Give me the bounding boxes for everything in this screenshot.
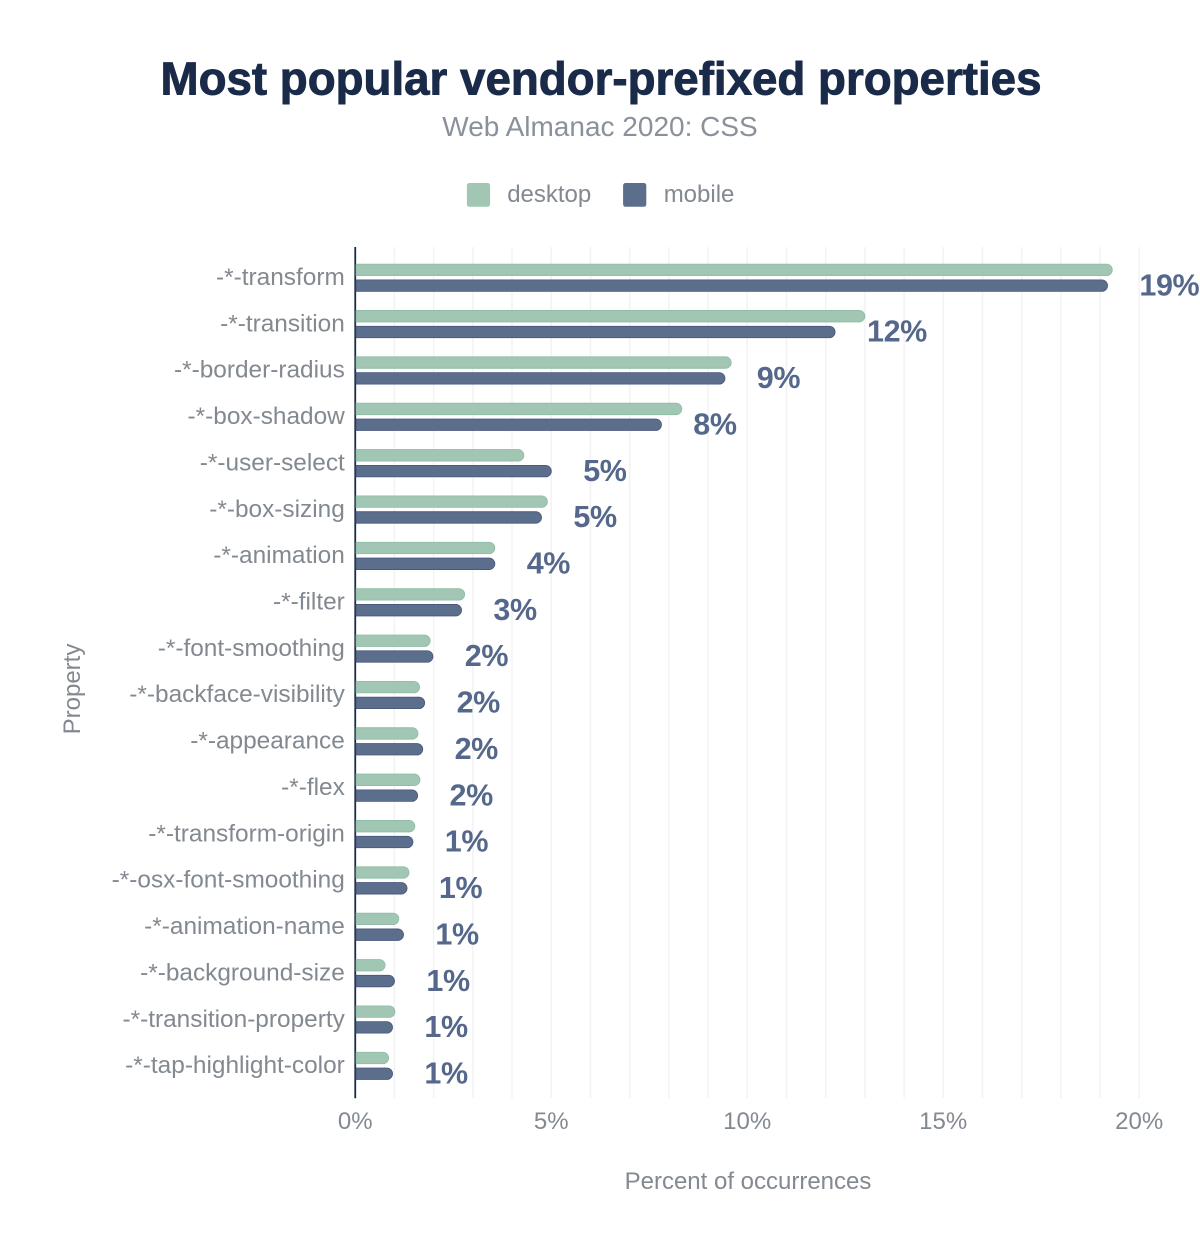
svg-text:-*-tap-highlight-color: -*-tap-highlight-color bbox=[125, 1052, 345, 1079]
svg-text:-*-transform-origin: -*-transform-origin bbox=[148, 820, 345, 847]
svg-text:12%: 12% bbox=[867, 315, 927, 349]
svg-text:-*-osx-font-smoothing: -*-osx-font-smoothing bbox=[112, 867, 345, 894]
svg-text:5%: 5% bbox=[583, 454, 627, 488]
svg-text:-*-box-shadow: -*-box-shadow bbox=[188, 403, 346, 430]
svg-text:9%: 9% bbox=[757, 361, 801, 395]
svg-text:1%: 1% bbox=[424, 1010, 468, 1044]
svg-text:15%: 15% bbox=[919, 1108, 967, 1135]
svg-text:-*-border-radius: -*-border-radius bbox=[174, 357, 345, 384]
svg-text:5%: 5% bbox=[534, 1108, 569, 1135]
svg-text:-*-box-sizing: -*-box-sizing bbox=[209, 496, 345, 523]
svg-text:-*-transform: -*-transform bbox=[216, 264, 345, 291]
svg-text:4%: 4% bbox=[527, 547, 571, 581]
svg-text:desktop: desktop bbox=[507, 181, 591, 208]
svg-text:19%: 19% bbox=[1139, 268, 1199, 302]
svg-text:Web Almanac 2020: CSS: Web Almanac 2020: CSS bbox=[442, 111, 757, 142]
svg-text:-*-animation-name: -*-animation-name bbox=[144, 913, 345, 940]
svg-text:1%: 1% bbox=[435, 917, 479, 951]
svg-text:0%: 0% bbox=[338, 1108, 373, 1135]
svg-text:Property: Property bbox=[59, 644, 86, 735]
svg-text:3%: 3% bbox=[493, 593, 537, 627]
svg-text:-*-animation: -*-animation bbox=[213, 542, 345, 569]
svg-text:-*-transition-property: -*-transition-property bbox=[122, 1006, 345, 1033]
svg-text:1%: 1% bbox=[439, 871, 483, 905]
svg-text:-*-filter: -*-filter bbox=[273, 589, 345, 616]
svg-text:-*-transition: -*-transition bbox=[220, 310, 345, 337]
svg-text:20%: 20% bbox=[1115, 1108, 1163, 1135]
svg-text:Percent of occurrences: Percent of occurrences bbox=[625, 1168, 872, 1195]
svg-text:2%: 2% bbox=[455, 732, 499, 766]
svg-text:2%: 2% bbox=[465, 639, 509, 673]
svg-text:mobile: mobile bbox=[664, 181, 735, 208]
svg-text:-*-user-select: -*-user-select bbox=[200, 449, 345, 476]
svg-text:-*-appearance: -*-appearance bbox=[190, 728, 345, 755]
svg-text:10%: 10% bbox=[723, 1108, 771, 1135]
svg-text:-*-flex: -*-flex bbox=[281, 774, 345, 801]
svg-text:5%: 5% bbox=[573, 500, 617, 534]
svg-text:8%: 8% bbox=[693, 407, 737, 441]
svg-text:1%: 1% bbox=[426, 964, 470, 998]
svg-text:2%: 2% bbox=[450, 778, 494, 812]
svg-text:1%: 1% bbox=[445, 825, 489, 859]
svg-text:2%: 2% bbox=[457, 686, 501, 720]
svg-text:-*-background-size: -*-background-size bbox=[140, 959, 345, 986]
svg-text:Most popular vendor-prefixed p: Most popular vendor-prefixed properties bbox=[161, 53, 1042, 105]
svg-text:-*-font-smoothing: -*-font-smoothing bbox=[158, 635, 345, 662]
svg-text:1%: 1% bbox=[424, 1057, 468, 1091]
svg-text:-*-backface-visibility: -*-backface-visibility bbox=[129, 681, 345, 708]
